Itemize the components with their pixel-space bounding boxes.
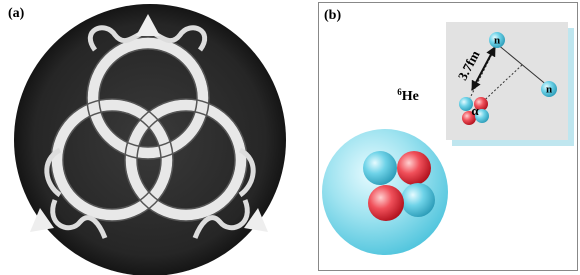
- neutron-label: n: [546, 84, 552, 96]
- panel-label: (b): [324, 8, 341, 23]
- core-label: α: [471, 103, 479, 118]
- figure: (a) (b) 3.7fm n n α 6He: [0, 0, 580, 275]
- element: He: [402, 89, 419, 104]
- neutron-label: n: [494, 35, 500, 47]
- panel-label: (a): [8, 6, 25, 21]
